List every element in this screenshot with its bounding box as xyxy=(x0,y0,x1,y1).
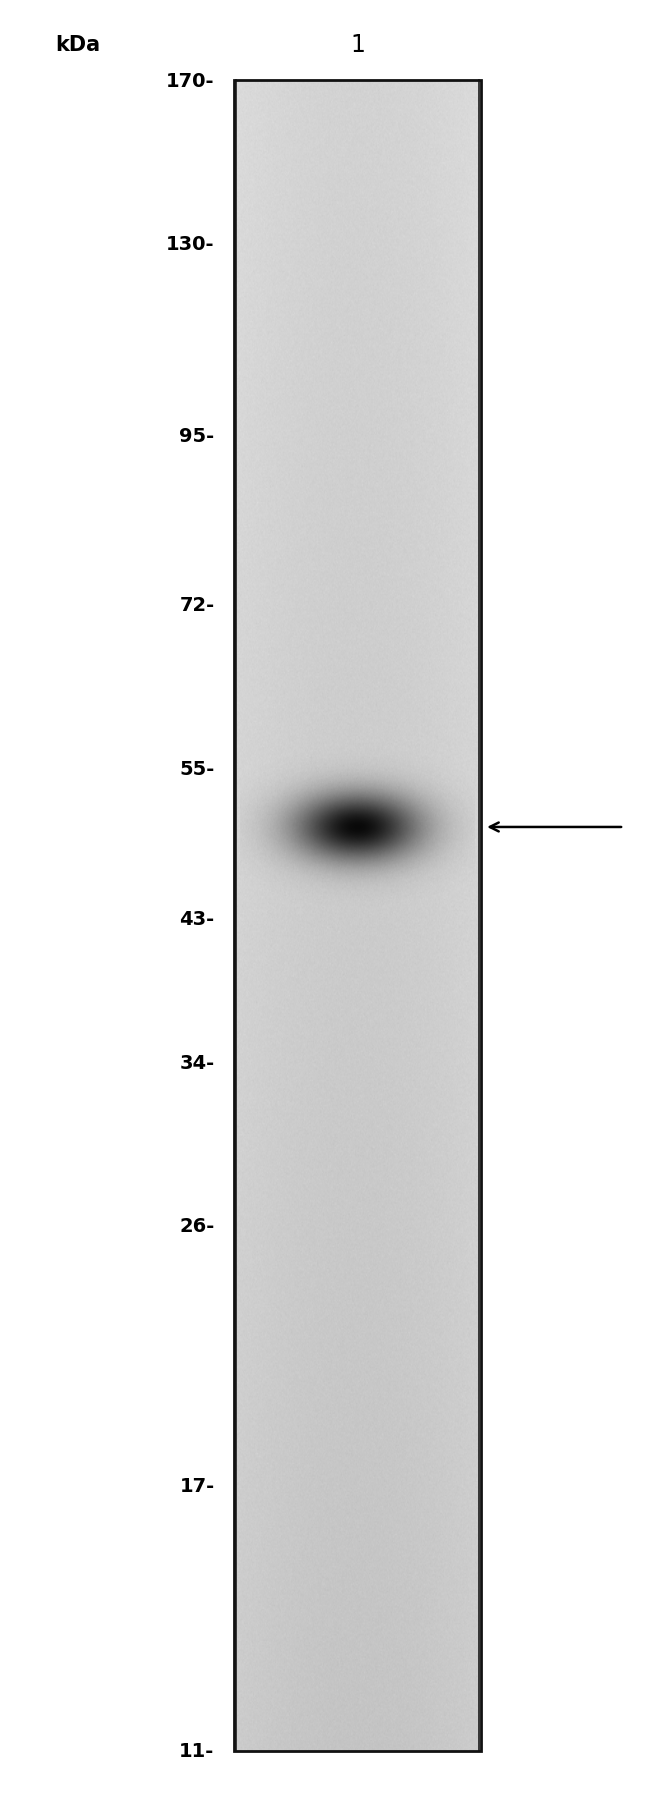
Text: 55-: 55- xyxy=(179,760,214,780)
Text: 95-: 95- xyxy=(179,426,214,446)
Text: 72-: 72- xyxy=(179,596,214,616)
Text: 17-: 17- xyxy=(179,1476,214,1495)
Text: kDa: kDa xyxy=(55,34,101,56)
Bar xyxy=(234,81,481,1751)
Text: 11-: 11- xyxy=(179,1742,214,1760)
Text: 130-: 130- xyxy=(166,235,214,255)
Text: 26-: 26- xyxy=(179,1217,214,1236)
Text: 1: 1 xyxy=(350,32,365,58)
Text: 43-: 43- xyxy=(179,910,214,930)
Text: 170-: 170- xyxy=(166,72,214,90)
Text: 34-: 34- xyxy=(179,1052,214,1072)
